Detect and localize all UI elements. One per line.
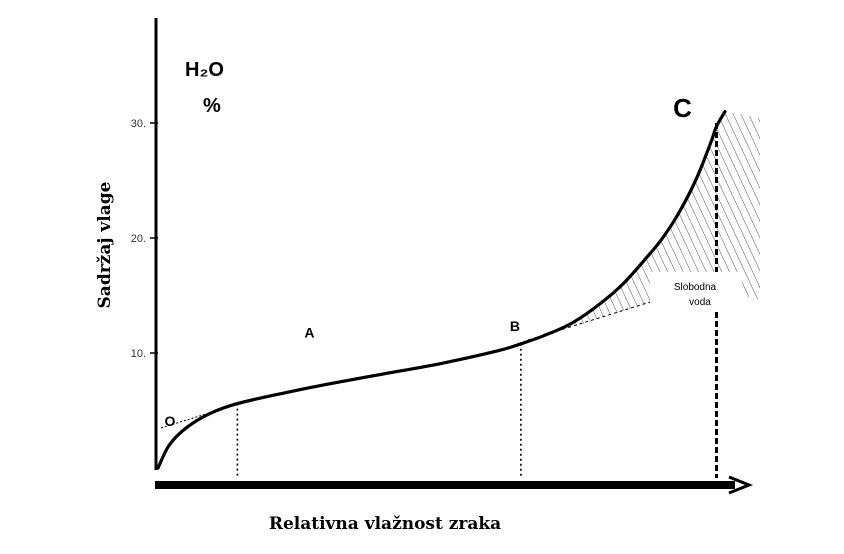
y-tick-label: 20. bbox=[131, 233, 146, 245]
y-tick-label: 10. bbox=[131, 348, 146, 360]
sorption-curve bbox=[156, 109, 727, 470]
tangent-line-oa bbox=[160, 403, 239, 429]
annotation-line-2: voda bbox=[689, 297, 711, 308]
free-water-hatched-region bbox=[520, 111, 760, 344]
point-label-o: O bbox=[165, 413, 176, 429]
point-label-a: A bbox=[304, 325, 314, 341]
annotation-line-1: Slobodna bbox=[674, 282, 717, 293]
unit-line-2: % bbox=[203, 95, 221, 117]
unit-line-1: H₂O bbox=[185, 59, 224, 81]
point-label-c: C bbox=[673, 93, 692, 123]
annotation-box bbox=[650, 272, 742, 312]
point-label-b: B bbox=[510, 318, 520, 334]
x-axis-label: Relativna vlažnost zraka bbox=[269, 514, 501, 534]
x-axis-arrowhead bbox=[728, 475, 754, 495]
y-tick-label: 30. bbox=[131, 118, 146, 130]
drop-line-group bbox=[236, 123, 718, 478]
y-axis-label: Sadržaj vlage bbox=[95, 181, 115, 308]
point-label-group: O A B C bbox=[165, 93, 693, 429]
y-tick-group: 10. 20. 30. bbox=[131, 118, 158, 360]
